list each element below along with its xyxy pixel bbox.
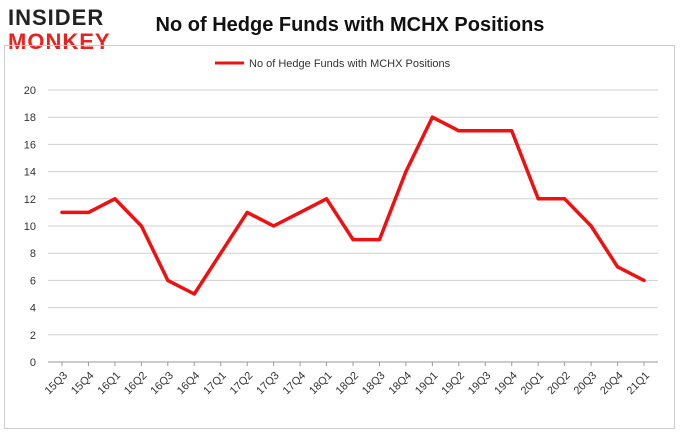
y-tick-label: 8 [30,248,36,260]
x-tick-label: 20Q3 [572,370,600,398]
x-tick-label: 17Q2 [228,370,256,398]
data-point [536,197,540,201]
y-tick-label: 14 [24,167,36,179]
x-tick-label: 18Q3 [360,370,388,398]
x-tick-label: 16Q3 [148,370,176,398]
data-point [113,197,117,201]
data-point [192,292,196,296]
data-point [219,251,223,255]
y-tick-label: 20 [24,85,36,97]
logo-line-2: MONKEY [8,29,111,54]
x-tick-label: 15Q4 [69,370,97,398]
x-tick-label: 19Q3 [466,370,494,398]
chart-title: No of Hedge Funds with MCHX Positions [155,14,545,36]
y-tick-label: 0 [30,357,36,369]
x-tick-label: 17Q4 [281,370,309,398]
data-point [166,278,170,282]
y-tick-label: 10 [24,221,36,233]
x-tick-label: 19Q2 [439,370,467,398]
data-point [245,210,249,214]
data-point [615,265,620,269]
data-point [377,238,382,242]
x-tick-label: 20Q1 [519,370,547,398]
data-point [457,129,461,133]
insider-monkey-logo: INSIDER MONKEY [8,6,128,60]
x-tick-label: 18Q4 [387,370,415,398]
x-tick-label: 18Q1 [307,370,335,398]
data-point [563,197,567,201]
data-point [642,278,646,282]
x-tick-label: 21Q1 [625,370,653,398]
data-point [483,129,487,133]
y-tick-label: 6 [30,275,36,287]
data-point [589,224,593,228]
x-tick-label: 19Q1 [413,370,441,398]
y-tick-label: 12 [24,194,36,206]
y-tick-label: 4 [30,303,36,315]
logo-line-1: INSIDER [8,5,105,30]
legend-label: No of Hedge Funds with MCHX Positions [249,58,451,70]
data-point [510,129,514,133]
data-point [351,238,355,242]
x-tick-label: 17Q3 [254,370,282,398]
data-point [404,170,408,174]
x-tick-label: 18Q2 [334,370,362,398]
x-tick-label: 19Q4 [492,370,520,398]
x-tick-label: 16Q1 [96,370,124,398]
data-point [324,197,329,201]
data-point [60,210,64,214]
x-tick-label: 20Q2 [545,370,573,398]
data-point [139,224,143,228]
data-point [430,115,434,119]
x-tick-label: 15Q3 [43,370,71,398]
x-tick-label: 16Q4 [175,370,203,398]
data-point [86,210,91,214]
x-tick-label: 16Q2 [122,370,150,398]
x-tick-label: 17Q1 [201,370,229,398]
data-point [272,224,276,228]
y-tick-label: 18 [24,112,36,124]
series-line [60,115,646,296]
x-tick-label: 20Q4 [598,370,626,398]
data-point [298,210,302,214]
y-tick-label: 16 [24,139,36,151]
y-tick-label: 2 [30,330,36,342]
chart-frame [4,45,675,429]
